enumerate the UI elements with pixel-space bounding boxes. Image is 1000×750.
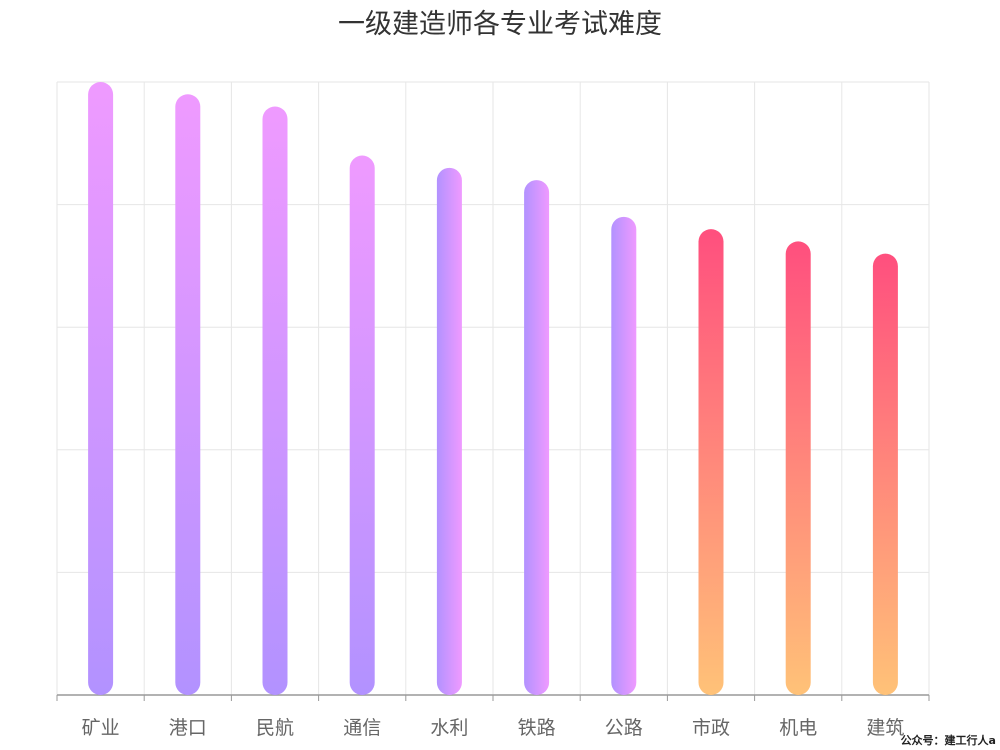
chart-title: 一级建造师各专业考试难度 (338, 9, 662, 40)
x-tick-label: 建筑 (866, 717, 904, 739)
x-tick-label: 水利 (430, 717, 468, 739)
bar-民航 (262, 106, 288, 695)
bar-铁路 (524, 180, 550, 695)
bar-市政 (698, 229, 724, 695)
x-tick-label: 市政 (692, 717, 730, 739)
watermark-text: 公众号：建工行人a (900, 734, 996, 747)
bar-建筑 (872, 253, 898, 695)
x-tick-label: 公路 (605, 717, 643, 739)
x-tick-labels: 矿业 港口 民航 通信 水利 铁路 公路 市政 机电 建筑 (82, 717, 905, 739)
bar-公路 (611, 216, 637, 696)
bar-水利 (436, 167, 462, 695)
bar-港口 (175, 94, 201, 695)
bar-矿业 (88, 82, 114, 695)
x-tick-label: 港口 (169, 717, 207, 739)
x-tick-label: 民航 (256, 717, 294, 739)
x-tick-label: 通信 (343, 717, 381, 739)
bar-通信 (349, 155, 375, 695)
grid-layer (56, 81, 930, 696)
bar-机电 (785, 241, 811, 695)
x-tick-label: 矿业 (82, 717, 120, 739)
axis-layer (56, 694, 930, 701)
x-tick-label: 机电 (779, 717, 817, 739)
bar-layer (88, 82, 898, 696)
x-tick-label: 铁路 (518, 717, 556, 739)
